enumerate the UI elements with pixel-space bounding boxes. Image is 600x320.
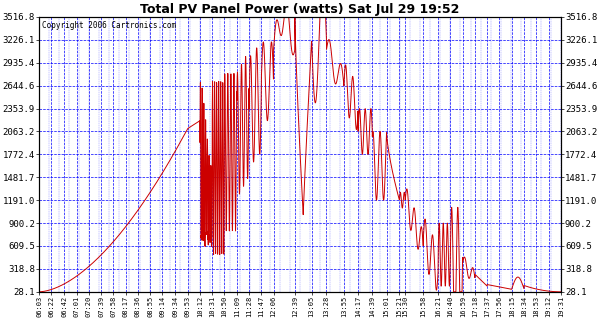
Text: Copyright 2006 Cartronics.com: Copyright 2006 Cartronics.com — [42, 21, 176, 30]
Title: Total PV Panel Power (watts) Sat Jul 29 19:52: Total PV Panel Power (watts) Sat Jul 29 … — [140, 3, 460, 16]
